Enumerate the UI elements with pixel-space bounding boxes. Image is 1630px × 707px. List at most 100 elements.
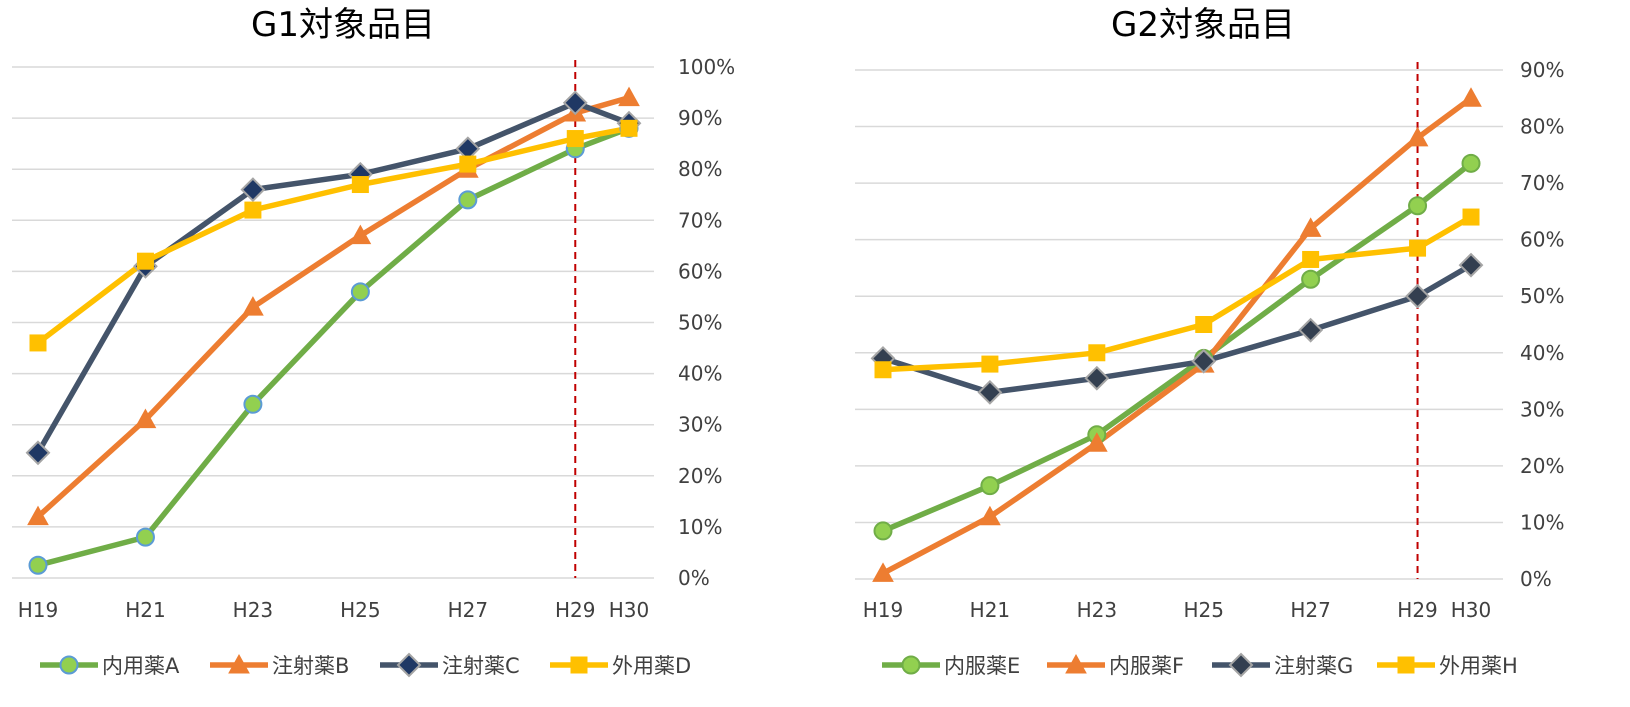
data-point	[244, 201, 262, 219]
x-tick-label: H21	[970, 598, 1011, 622]
y-tick-label: 40%	[1520, 341, 1564, 365]
legend-item: 外用薬H	[1377, 654, 1518, 678]
legend-marker	[901, 655, 921, 675]
data-point	[29, 334, 47, 352]
series-line	[36, 125, 630, 346]
data-point	[243, 394, 263, 414]
y-tick-label: 90%	[1520, 58, 1564, 82]
data-point	[981, 355, 999, 373]
x-tick-label: H23	[233, 598, 274, 622]
data-point	[979, 505, 1001, 526]
x-tick-label: H30	[609, 598, 650, 622]
legend-item: 内服薬F	[1047, 653, 1184, 678]
data-point	[25, 440, 51, 466]
data-point	[459, 155, 477, 173]
y-tick-label: 50%	[1520, 284, 1564, 308]
legend-label: 注射薬B	[272, 654, 349, 678]
data-point	[618, 86, 640, 107]
data-point	[240, 177, 266, 203]
legend-item: 内服薬E	[882, 654, 1020, 678]
data-point	[27, 505, 49, 526]
legend-label: 内服薬E	[944, 654, 1020, 678]
data-point	[980, 476, 1000, 496]
legend-item: 注射薬C	[380, 652, 520, 678]
legend-label: 注射薬C	[442, 654, 520, 678]
y-tick-label: 30%	[678, 413, 722, 437]
data-point	[620, 119, 638, 137]
data-point	[872, 562, 894, 582]
x-tick-label: H23	[1077, 598, 1118, 622]
data-point	[136, 252, 154, 270]
legend-label: 内用薬A	[102, 654, 180, 678]
data-point	[1405, 283, 1430, 309]
series-line	[37, 125, 630, 568]
x-tick-label: H19	[18, 598, 59, 622]
legend-marker	[1228, 652, 1254, 678]
x-tick-label: H30	[1451, 598, 1492, 622]
data-point	[1406, 126, 1429, 147]
data-point	[1458, 252, 1484, 278]
legend-label: 外用薬D	[612, 654, 691, 678]
data-point	[874, 361, 892, 379]
y-tick-label: 100%	[678, 55, 735, 79]
y-tick-label: 60%	[678, 259, 722, 283]
data-point	[977, 379, 1003, 405]
x-tick-label: H19	[863, 598, 904, 622]
data-point	[458, 190, 478, 210]
data-point	[1461, 153, 1481, 173]
y-tick-label: 10%	[678, 515, 722, 539]
legend-label: 注射薬G	[1274, 654, 1353, 678]
data-point	[349, 224, 372, 245]
series-line	[881, 96, 1473, 576]
y-tick-label: 0%	[678, 566, 710, 590]
data-point	[28, 555, 48, 575]
y-tick-label: 80%	[678, 157, 722, 181]
data-point	[134, 408, 157, 429]
legend-label: 外用薬H	[1439, 654, 1518, 678]
y-tick-label: 40%	[678, 362, 722, 386]
data-point	[1460, 87, 1482, 107]
data-point	[1191, 348, 1217, 374]
data-point	[1301, 269, 1321, 289]
x-tick-label: H29	[1397, 598, 1438, 622]
data-point	[1462, 208, 1480, 226]
data-point	[1085, 432, 1108, 452]
chart-g1-svg: G1対象品目 0% 10% 20% 30% 40% 50% 60% 70% 80% 90% 100%…	[12, 5, 735, 678]
x-tick-label: H29	[555, 598, 596, 622]
series-line	[36, 95, 630, 519]
y-tick-label: 30%	[1520, 397, 1564, 421]
legend-marker	[1397, 656, 1415, 674]
legend-marker	[228, 653, 250, 674]
legend-marker	[59, 655, 79, 675]
legend-marker	[1065, 653, 1087, 674]
data-point	[242, 296, 264, 316]
x-tick-label: H25	[340, 598, 381, 622]
chart-title: G2対象品目	[1111, 5, 1295, 45]
data-point	[1409, 239, 1427, 257]
y-tick-label: 70%	[1520, 171, 1564, 195]
legend-item: 注射薬B	[210, 653, 349, 678]
data-point	[1298, 317, 1324, 343]
legend-marker	[570, 656, 588, 674]
y-tick-label: 20%	[678, 464, 722, 488]
y-tick-label: 80%	[1520, 115, 1564, 139]
chart-title: G1対象品目	[251, 5, 435, 45]
data-point	[1195, 316, 1213, 333]
data-point	[1299, 217, 1322, 237]
x-tick-label: H25	[1183, 598, 1224, 622]
legend-item: 注射薬G	[1212, 652, 1353, 678]
data-point	[1408, 196, 1428, 216]
y-tick-label: 10%	[1520, 510, 1564, 534]
series-line	[881, 161, 1473, 534]
legend-label: 内服薬F	[1109, 654, 1184, 678]
legend-item: 内用薬A	[40, 654, 180, 678]
y-tick-label: 0%	[1520, 567, 1552, 591]
legend-marker	[396, 652, 422, 678]
chart-g1: G1対象品目 0% 10% 20% 30% 40% 50% 60% 70% 80% 90% 100%…	[12, 5, 735, 678]
y-tick-label: 70%	[678, 208, 722, 232]
y-tick-label: 50%	[678, 311, 722, 335]
x-tick-label: H27	[1290, 598, 1331, 622]
data-point	[1084, 365, 1110, 391]
data-point	[135, 527, 155, 547]
y-tick-label: 20%	[1520, 454, 1564, 478]
